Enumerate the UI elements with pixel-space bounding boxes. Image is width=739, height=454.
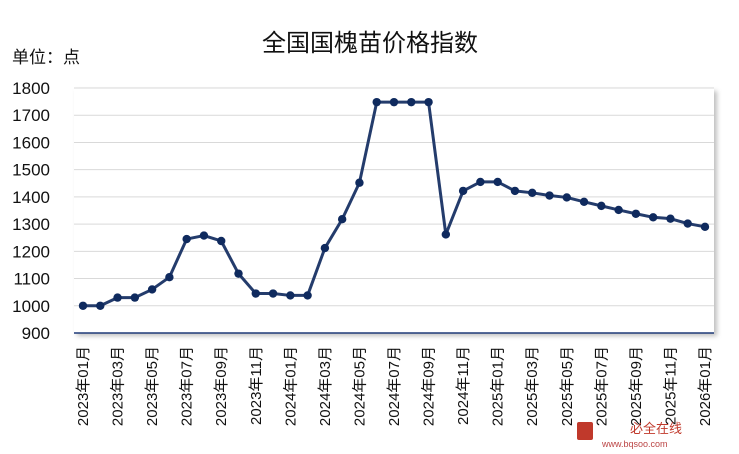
y-tick-label: 1500 — [12, 161, 50, 180]
data-point — [424, 97, 433, 107]
data-point — [96, 301, 105, 310]
data-point — [182, 234, 191, 244]
x-tick-label: 2024年05月 — [351, 346, 368, 426]
y-tick-label: 1400 — [12, 188, 50, 207]
watermark: 必全在线 www.bqsoo.com — [577, 421, 682, 449]
data-point — [217, 236, 226, 246]
data-point — [528, 188, 537, 198]
chart-title: 全国国槐苗价格指数 — [262, 30, 478, 57]
data-point — [130, 293, 140, 302]
y-tick-label: 900 — [22, 324, 50, 343]
data-point — [631, 209, 641, 218]
x-tick-label: 2025年11月 — [662, 346, 679, 425]
series-index — [78, 97, 710, 310]
x-tick-label: 2023年01月 — [75, 346, 92, 426]
data-point — [545, 191, 554, 200]
y-tick-label: 1600 — [12, 133, 50, 152]
data-point — [268, 289, 278, 298]
y-tick-label: 1300 — [12, 215, 50, 234]
data-point — [320, 243, 330, 253]
data-point — [337, 215, 347, 224]
data-point — [372, 97, 381, 107]
data-point — [113, 293, 122, 302]
x-axis-ticks: 2023年01月 2023年03月 2023年05月 2023年07月 2023年09月… — [75, 346, 714, 426]
data-point — [78, 301, 88, 310]
y-axis-unit-label: 单位：点 — [12, 48, 80, 67]
x-tick-label: 2024年09月 — [421, 346, 438, 426]
x-tick-label: 2023年11月 — [248, 346, 265, 425]
data-point — [286, 291, 295, 300]
y-tick-label: 1000 — [12, 297, 50, 316]
watermark-text: 必全在线 — [630, 421, 682, 436]
x-tick-label: 2026年01月 — [697, 346, 714, 426]
x-tick-label: 2023年05月 — [144, 346, 161, 426]
x-tick-label: 2023年07月 — [179, 346, 196, 426]
data-point — [407, 97, 416, 107]
x-tick-label: 2023年03月 — [110, 346, 127, 426]
data-point — [614, 205, 623, 215]
data-point — [389, 97, 399, 107]
data-point — [700, 222, 710, 232]
data-point — [165, 272, 174, 282]
plot-area — [74, 88, 714, 333]
y-tick-label: 1100 — [13, 270, 50, 289]
data-point — [510, 186, 520, 196]
x-tick-label: 2024年03月 — [317, 346, 334, 426]
x-tick-label: 2024年07月 — [386, 346, 403, 426]
data-point — [683, 219, 692, 228]
data-point — [441, 230, 451, 239]
data-point — [476, 177, 485, 187]
x-tick-label: 2024年11月 — [455, 346, 472, 425]
data-point — [648, 213, 658, 222]
x-tick-label: 2025年09月 — [628, 346, 645, 426]
x-tick-label: 2024年01月 — [282, 346, 299, 426]
data-point — [199, 231, 209, 240]
y-axis-ticks: 900 1000 1100 1200 1300 1400 1500 1600 1700 1800 — [12, 79, 50, 343]
x-tick-label: 2023年09月 — [213, 346, 230, 426]
data-point — [562, 193, 571, 202]
x-tick-label: 2025年05月 — [559, 346, 576, 426]
x-tick-label: 2025年01月 — [490, 346, 507, 426]
data-point — [597, 201, 606, 211]
data-point — [458, 186, 468, 196]
data-point — [147, 285, 157, 294]
y-tick-label: 1800 — [12, 79, 50, 98]
data-point — [251, 289, 260, 298]
watermark-url: www.bqsoo.com — [601, 439, 668, 449]
data-point — [666, 214, 675, 223]
watermark-logo-icon — [577, 422, 593, 440]
data-point — [355, 178, 364, 187]
x-tick-label: 2025年03月 — [524, 346, 541, 426]
y-tick-label: 1700 — [12, 106, 50, 125]
data-point — [579, 197, 589, 206]
x-tick-label: 2025年07月 — [593, 346, 610, 426]
data-point — [234, 269, 243, 278]
data-point — [303, 291, 312, 300]
y-tick-label: 1200 — [12, 242, 50, 261]
data-point — [493, 177, 502, 187]
